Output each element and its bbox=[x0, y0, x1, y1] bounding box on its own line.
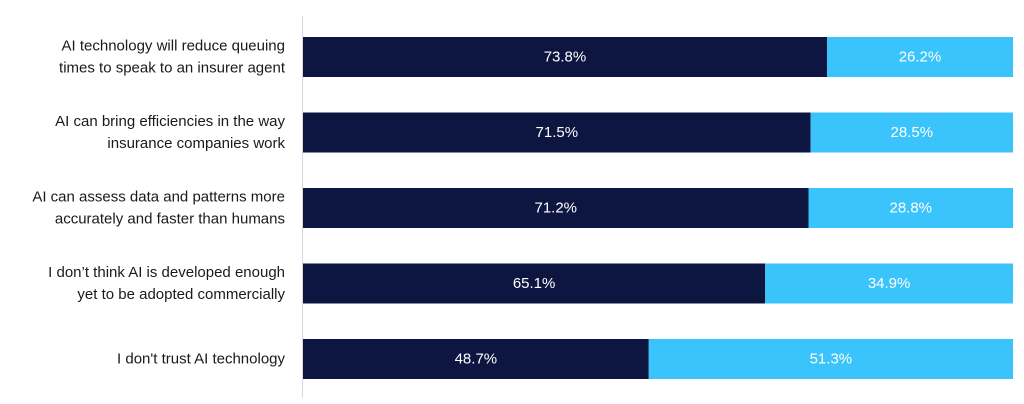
bar-segment-2-row-1 bbox=[826, 37, 1013, 77]
data-label-2-row-2: 28.5% bbox=[891, 124, 934, 141]
category-label-row-1-line-2: times to speak to an insurer agent bbox=[59, 60, 286, 77]
data-label-1-row-5: 48.7% bbox=[455, 351, 498, 368]
data-label-1-row-1: 73.8% bbox=[544, 49, 587, 66]
category-label-row-4-line-2: yet to be adopted commercially bbox=[77, 286, 285, 303]
bar-segment-2-row-3 bbox=[808, 188, 1013, 228]
bar-segment-1-row-1 bbox=[303, 37, 827, 77]
data-label-2-row-1: 26.2% bbox=[899, 49, 942, 66]
bar-segment-1-row-2 bbox=[303, 112, 811, 153]
data-label-1-row-3: 71.2% bbox=[534, 200, 577, 217]
bar-segment-1-row-3 bbox=[303, 188, 809, 228]
category-label-row-1-line-1: AI technology will reduce queuing bbox=[62, 38, 285, 55]
data-label-1-row-4: 65.1% bbox=[513, 275, 556, 292]
category-label-row-3-line-2: accurately and faster than humans bbox=[55, 211, 285, 228]
data-label-2-row-5: 51.3% bbox=[810, 351, 853, 368]
bar-segment-1-row-4 bbox=[303, 263, 766, 304]
category-label-row-2-line-1: AI can bring efficiencies in the way bbox=[55, 113, 285, 130]
category-label-group: AI technology will reduce queuing times t… bbox=[32, 38, 285, 368]
category-label-row-3-line-1: AI can assess data and patterns more bbox=[32, 189, 285, 206]
category-label-row-5-line-1: I don't trust AI technology bbox=[117, 351, 285, 368]
bar-segment-1-row-5 bbox=[303, 339, 649, 379]
bar-segment-2-row-2 bbox=[810, 112, 1013, 153]
data-label-2-row-3: 28.8% bbox=[889, 200, 932, 217]
category-label-row-4-line-1: I don’t think AI is developed enough bbox=[48, 264, 285, 281]
data-label-1-row-2: 71.5% bbox=[536, 124, 579, 141]
bar-group: 73.8% 26.2% 71.5% 28.5% 71.2% 28.8% 65.1% 34.9%… bbox=[303, 37, 1013, 379]
category-label-row-2-line-2: insurance companies work bbox=[107, 135, 285, 152]
bar-segment-2-row-4 bbox=[765, 263, 1013, 304]
data-label-2-row-4: 34.9% bbox=[868, 275, 911, 292]
bar-segment-2-row-5 bbox=[648, 339, 1013, 379]
